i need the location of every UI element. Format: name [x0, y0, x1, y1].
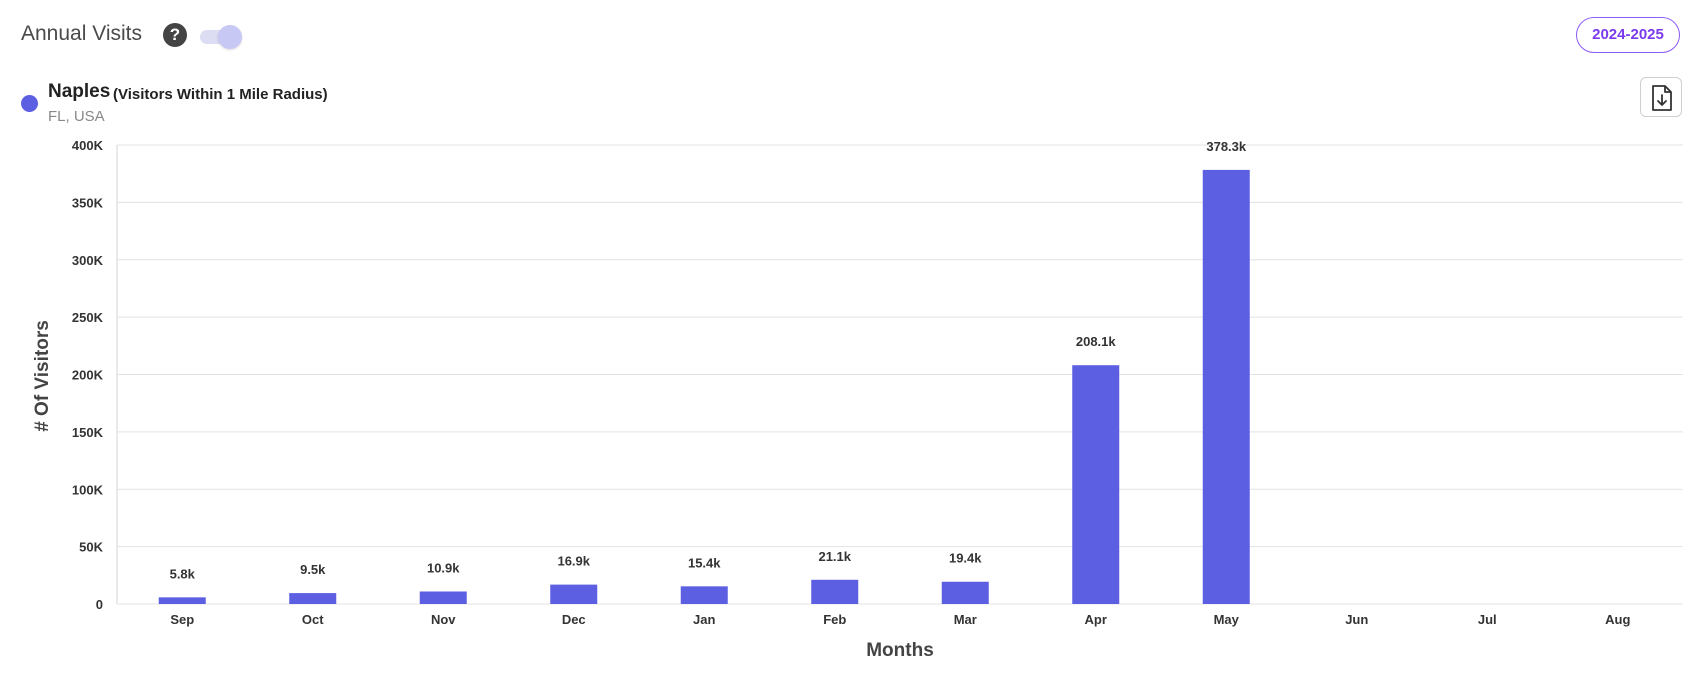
x-tick-label: Aug: [1605, 612, 1630, 627]
data-label-feb: 21.1k: [818, 549, 851, 564]
download-file-icon: [1652, 85, 1672, 111]
view-toggle[interactable]: [200, 25, 242, 49]
y-tick-label: 250K: [72, 310, 104, 325]
bar-feb[interactable]: [811, 579, 859, 604]
bar-mar[interactable]: [941, 581, 989, 604]
chart-title: Annual Visits: [21, 22, 143, 45]
x-tick-label: Feb: [823, 612, 846, 627]
bar-may[interactable]: [1202, 169, 1250, 604]
bar-nov[interactable]: [419, 591, 467, 604]
y-tick-label: 200K: [72, 368, 104, 383]
data-label-oct: 9.5k: [300, 562, 326, 577]
y-tick-label: 350K: [72, 195, 104, 210]
legend-subtitle: (Visitors Within 1 Mile Radius): [113, 86, 328, 103]
data-label-may: 378.3k: [1206, 139, 1247, 154]
x-tick-label: Mar: [954, 612, 977, 627]
x-tick-label: Oct: [302, 612, 324, 627]
y-tick-label: 50K: [79, 540, 103, 555]
year-range-button[interactable]: 2024-2025: [1576, 17, 1680, 53]
help-icon[interactable]: ?: [163, 23, 187, 47]
data-label-apr: 208.1k: [1076, 334, 1117, 349]
bar-oct[interactable]: [289, 593, 337, 604]
toggle-knob[interactable]: [218, 25, 242, 49]
x-tick-label: May: [1214, 612, 1240, 627]
x-axis-title: Months: [866, 640, 934, 661]
bar-jan[interactable]: [680, 586, 728, 604]
x-tick-label: Sep: [170, 612, 194, 627]
data-label-dec: 16.9k: [557, 554, 590, 569]
x-tick-label: Jun: [1345, 612, 1368, 627]
data-label-sep: 5.8k: [170, 566, 196, 581]
data-label-jan: 15.4k: [688, 555, 721, 570]
legend-location-region: FL, USA: [48, 108, 105, 125]
x-tick-label: Jul: [1478, 612, 1497, 627]
y-tick-label: 0: [96, 597, 103, 612]
x-tick-label: Dec: [562, 612, 586, 627]
y-tick-label: 100K: [72, 482, 104, 497]
legend-location-name: Naples: [48, 81, 111, 102]
legend-color-dot: [21, 95, 38, 112]
x-tick-label: Nov: [431, 612, 456, 627]
x-tick-label: Jan: [693, 612, 715, 627]
y-axis-title: # Of Visitors: [32, 320, 53, 432]
y-tick-label: 300K: [72, 253, 104, 268]
bar-dec[interactable]: [550, 584, 598, 604]
bar-sep[interactable]: [158, 597, 206, 604]
x-tick-label: Apr: [1085, 612, 1107, 627]
y-tick-label: 400K: [72, 138, 104, 153]
data-label-nov: 10.9k: [427, 560, 460, 575]
download-button[interactable]: [1640, 77, 1682, 117]
y-tick-label: 150K: [72, 425, 104, 440]
bar-apr[interactable]: [1072, 365, 1120, 604]
data-label-mar: 19.4k: [949, 551, 982, 566]
